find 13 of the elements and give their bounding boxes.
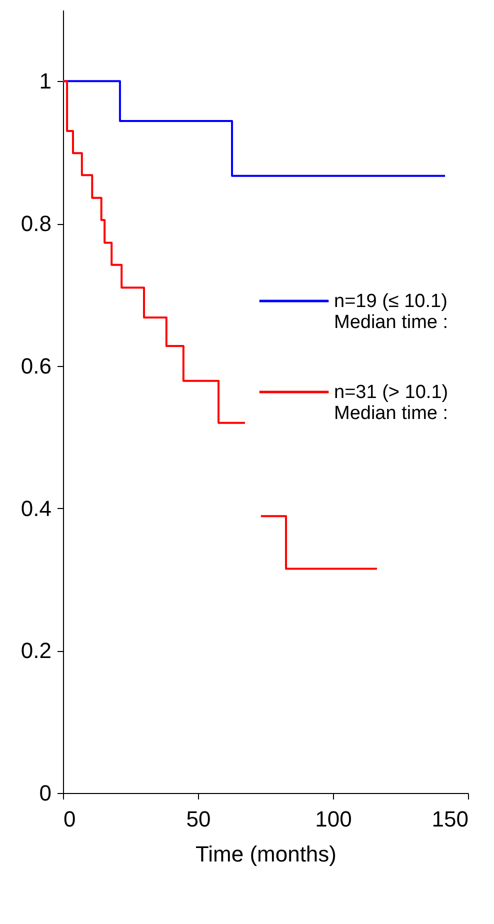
legend-label: n=31 (> 10.1) Median time : [334,382,448,424]
y-tick-label: 0.4 [20,496,52,521]
x-tick-label: 50 [186,806,211,832]
y-tick-label: 1 [39,68,52,94]
y-tick-label: 0 [39,780,52,806]
y-tick-label: 0.6 [20,353,52,378]
y-tick-label: 0.8 [20,211,52,236]
legend-label: n=19 (≤ 10.1) Median time : [334,291,448,333]
x-tick-label: 100 [315,806,352,832]
x-tick-label: 150 [432,806,468,832]
x-tick-label: 0 [64,806,76,832]
x-axis-title: Time (months) [196,842,336,866]
y-tick-label: 0.2 [20,638,52,664]
